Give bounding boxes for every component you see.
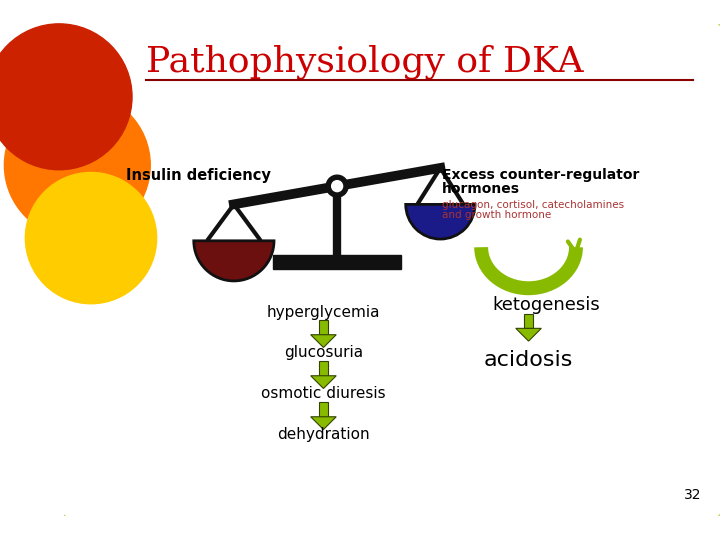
- Circle shape: [326, 175, 348, 197]
- Bar: [319, 320, 328, 335]
- Bar: [524, 314, 533, 328]
- Text: hyperglycemia: hyperglycemia: [266, 305, 380, 320]
- Bar: [274, 254, 401, 269]
- Wedge shape: [194, 241, 274, 281]
- Text: and growth hormone: and growth hormone: [442, 210, 552, 220]
- Text: acidosis: acidosis: [484, 350, 573, 370]
- Text: Excess counter-regulator: Excess counter-regulator: [442, 168, 639, 182]
- Polygon shape: [311, 376, 336, 388]
- FancyBboxPatch shape: [62, 22, 720, 518]
- Text: glucosuria: glucosuria: [284, 345, 363, 360]
- Polygon shape: [311, 335, 336, 347]
- Text: osmotic diuresis: osmotic diuresis: [261, 386, 386, 401]
- Polygon shape: [311, 417, 336, 429]
- Text: Insulin deficiency: Insulin deficiency: [125, 168, 271, 183]
- Polygon shape: [516, 328, 541, 341]
- Circle shape: [4, 92, 150, 238]
- Circle shape: [25, 172, 157, 303]
- Text: Pathophysiology of DKA: Pathophysiology of DKA: [145, 45, 583, 79]
- Text: ketogenesis: ketogenesis: [492, 295, 600, 314]
- Text: glucagon, cortisol, catecholamines: glucagon, cortisol, catecholamines: [442, 200, 624, 210]
- Text: 32: 32: [684, 488, 702, 502]
- Circle shape: [0, 24, 132, 170]
- Bar: [319, 361, 328, 376]
- Text: dehydration: dehydration: [277, 427, 370, 442]
- Bar: [319, 402, 328, 417]
- Circle shape: [332, 181, 343, 192]
- Text: hormones: hormones: [442, 183, 520, 197]
- Wedge shape: [406, 205, 475, 239]
